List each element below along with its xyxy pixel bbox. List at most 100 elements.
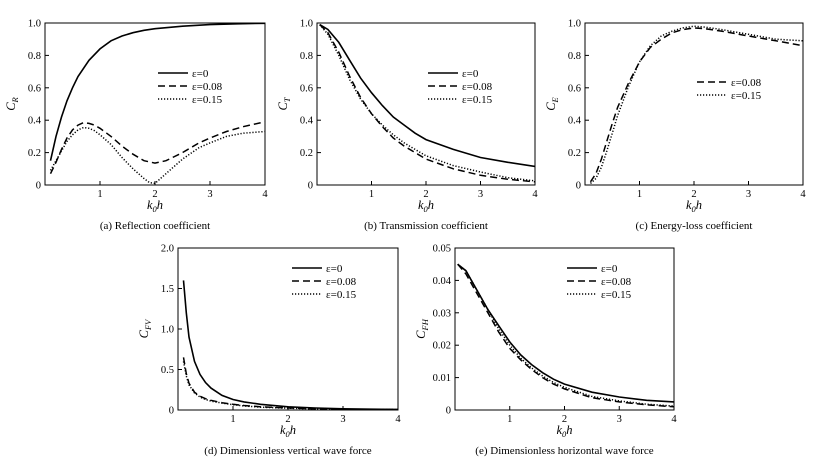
x-tick-label: 1 [637,189,642,200]
y-tick-label: 1.0 [568,19,581,30]
y-tick-label: 0.2 [568,148,581,159]
series-line-2 [319,24,535,183]
y-tick-label: 0.04 [433,276,452,287]
y-tick-label: 0.02 [433,341,451,352]
legend-label: ε=0.15 [192,94,223,106]
x-axis-label: k0h [418,198,434,214]
x-tick-label: 4 [532,189,538,200]
x-tick-label: 2 [691,189,696,200]
x-tick-label: 2 [285,414,290,425]
legend-label: ε=0.15 [326,289,357,301]
y-tick-label: 1.0 [28,19,41,30]
x-tick-label: 4 [671,414,677,425]
y-tick-label: 0 [446,406,451,417]
y-tick-label: 0.05 [433,244,451,255]
y-tick-label: 0.01 [433,373,451,384]
legend-label: ε=0.08 [462,81,493,93]
chart-panel-5: 0 0.01 0.02 0.03 0.04 0.05 1 2 3 4 k0h CFH ε=0ε=0.08… [414,244,677,458]
legend-label: ε=0.08 [326,276,357,288]
y-tick-label: 0.4 [568,116,582,127]
y-tick-label: 0 [36,181,41,192]
panel-caption: (e) Dimensionless horizontal wave force [475,445,653,457]
series-line-3 [49,126,265,185]
chart-panel-4: 0 0.5 1.0 1.5 2.0 1 2 3 4 k0h CFV ε=0ε=0.08ε=0.15 (d… [137,244,401,458]
legend-label: ε=0.15 [601,289,632,301]
x-tick-label: 2 [152,189,157,200]
y-tick-label: 2.0 [161,244,174,255]
panel-caption: (b) Transmission coefficient [364,220,488,232]
legend-label: ε=0 [326,263,343,275]
panel-caption: (d) Dimensionless vertical wave force [204,445,371,457]
x-tick-label: 2 [423,189,428,200]
y-tick-label: 1.5 [161,284,174,295]
x-tick-label: 4 [262,189,268,200]
series-line-2 [457,263,674,408]
y-tick-label: 0.8 [568,51,581,62]
chart-panel-1: 0 0.2 0.4 0.6 0.8 1.0 1 2 3 4 k0h CR ε=0ε=0.08ε=0.15… [4,19,268,233]
x-tick-label: 3 [207,189,212,200]
legend-label: ε=0.08 [731,77,762,89]
x-tick-label: 3 [340,414,345,425]
y-tick-label: 0 [169,406,174,417]
y-axis-label: CFV [137,318,153,339]
y-tick-label: 1.0 [300,19,313,30]
y-axis-label: CE [544,96,560,110]
series-line-3 [182,361,398,410]
x-tick-label: 1 [507,414,512,425]
x-tick-label: 3 [746,189,751,200]
x-axis-label: k0h [280,423,296,439]
series-line-1 [457,263,674,403]
y-axis-label: CT [276,96,292,110]
x-tick-label: 4 [395,414,401,425]
series-line-1 [182,280,398,410]
y-tick-label: 0.2 [300,148,313,159]
x-tick-label: 4 [800,189,806,200]
y-tick-label: 1.0 [161,325,174,336]
y-tick-label: 0 [308,181,313,192]
chart-panel-3: 0 0.2 0.4 0.6 0.8 1.0 1 2 3 4 k0h CE ε=0.08ε=0.15 (c)… [544,19,806,233]
legend-label: ε=0.08 [192,81,223,93]
plot-frame [177,247,399,411]
plot-frame [584,22,804,186]
x-axis-label: k0h [147,198,163,214]
legend-label: ε=0.15 [731,90,762,102]
series-line-1 [49,23,265,161]
y-tick-label: 0.6 [300,83,313,94]
y-tick-label: 0.6 [568,83,581,94]
y-axis-label: CR [4,96,20,110]
x-tick-label: 3 [478,189,483,200]
y-tick-label: 0 [576,181,581,192]
chart-panel-2: 0 0.2 0.4 0.6 0.8 1.0 1 2 3 4 k0h CT ε=0ε=0.08ε=0.15… [276,19,538,233]
x-tick-label: 1 [369,189,374,200]
x-axis-label: k0h [686,198,702,214]
y-tick-label: 0.8 [28,51,41,62]
legend-label: ε=0 [601,263,618,275]
legend-label: ε=0 [192,68,209,80]
y-tick-label: 0.8 [300,51,313,62]
panel-caption: (a) Reflection coefficient [100,220,210,232]
series-line-2 [589,25,803,184]
plot-frame [454,247,675,411]
x-tick-label: 2 [562,414,567,425]
y-tick-label: 0.03 [433,308,451,319]
legend-label: ε=0.08 [601,276,632,288]
y-axis-label: CFH [414,318,430,339]
series-line-1 [589,27,803,183]
plot-frame [44,22,266,186]
legend-label: ε=0.15 [462,94,493,106]
legend-label: ε=0 [462,68,479,80]
y-tick-label: 0.4 [28,116,42,127]
x-tick-label: 1 [230,414,235,425]
series-line-2 [49,121,265,175]
x-tick-label: 1 [97,189,102,200]
y-tick-label: 0.5 [161,365,174,376]
y-tick-label: 0.6 [28,83,41,94]
series-line-1 [319,23,535,168]
y-tick-label: 0.4 [300,116,314,127]
y-tick-label: 0.2 [28,148,41,159]
panel-caption: (c) Energy-loss coefficient [636,220,753,232]
x-axis-label: k0h [556,423,572,439]
x-tick-label: 3 [617,414,622,425]
series-line-3 [319,24,535,182]
